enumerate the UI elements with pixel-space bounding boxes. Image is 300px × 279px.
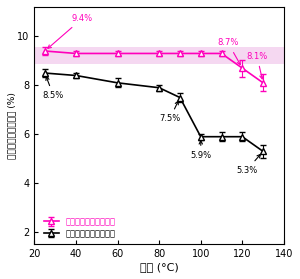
Text: 8.1%: 8.1%: [247, 52, 268, 79]
Text: 7.5%: 7.5%: [159, 101, 180, 123]
Text: 8.5%: 8.5%: [43, 77, 64, 100]
Bar: [34, 47, 284, 64]
Text: 5.9%: 5.9%: [190, 141, 211, 160]
Text: 8.7%: 8.7%: [218, 38, 240, 65]
Legend: 新しい半導体ポリマー, 従来の半導体ポリマー: 新しい半導体ポリマー, 従来の半導体ポリマー: [44, 217, 115, 238]
X-axis label: 温度 (°C): 温度 (°C): [140, 262, 178, 272]
Y-axis label: エネルギー変換効率 (%): エネルギー変換効率 (%): [7, 92, 16, 159]
Text: 9.4%: 9.4%: [48, 14, 93, 48]
Text: 5.3%: 5.3%: [236, 154, 260, 175]
